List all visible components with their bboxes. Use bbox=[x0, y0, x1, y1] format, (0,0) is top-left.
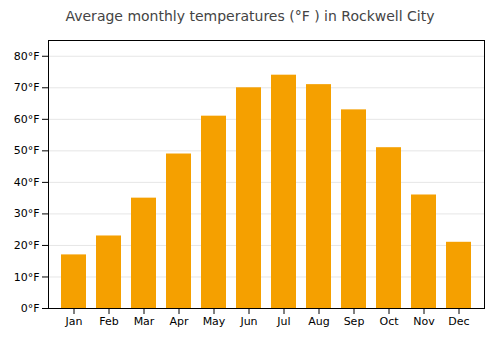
svg-text:0°F: 0°F bbox=[21, 302, 40, 315]
svg-text:May: May bbox=[203, 315, 226, 328]
svg-text:Mar: Mar bbox=[134, 315, 155, 328]
svg-text:20°F: 20°F bbox=[14, 239, 40, 252]
svg-text:30°F: 30°F bbox=[14, 207, 40, 220]
svg-text:Dec: Dec bbox=[448, 315, 469, 328]
svg-text:Jul: Jul bbox=[276, 315, 290, 328]
svg-text:Sep: Sep bbox=[344, 315, 365, 328]
svg-text:Feb: Feb bbox=[99, 315, 118, 328]
svg-text:Oct: Oct bbox=[379, 315, 399, 328]
svg-text:Nov: Nov bbox=[413, 315, 435, 328]
svg-text:Apr: Apr bbox=[169, 315, 189, 328]
svg-text:50°F: 50°F bbox=[14, 144, 40, 157]
svg-text:Jan: Jan bbox=[65, 315, 83, 328]
svg-text:10°F: 10°F bbox=[14, 270, 40, 283]
html-text:Average monthly temperatures (: Average monthly temperatures (°F ) in Ro… bbox=[65, 8, 435, 24]
svg-text:70°F: 70°F bbox=[14, 81, 40, 94]
svg-text:80°F: 80°F bbox=[14, 50, 40, 63]
svg-text:Aug: Aug bbox=[308, 315, 329, 328]
svg-text:Jun: Jun bbox=[239, 315, 257, 328]
svg-text:40°F: 40°F bbox=[14, 176, 40, 189]
svg-text:60°F: 60°F bbox=[14, 113, 40, 126]
